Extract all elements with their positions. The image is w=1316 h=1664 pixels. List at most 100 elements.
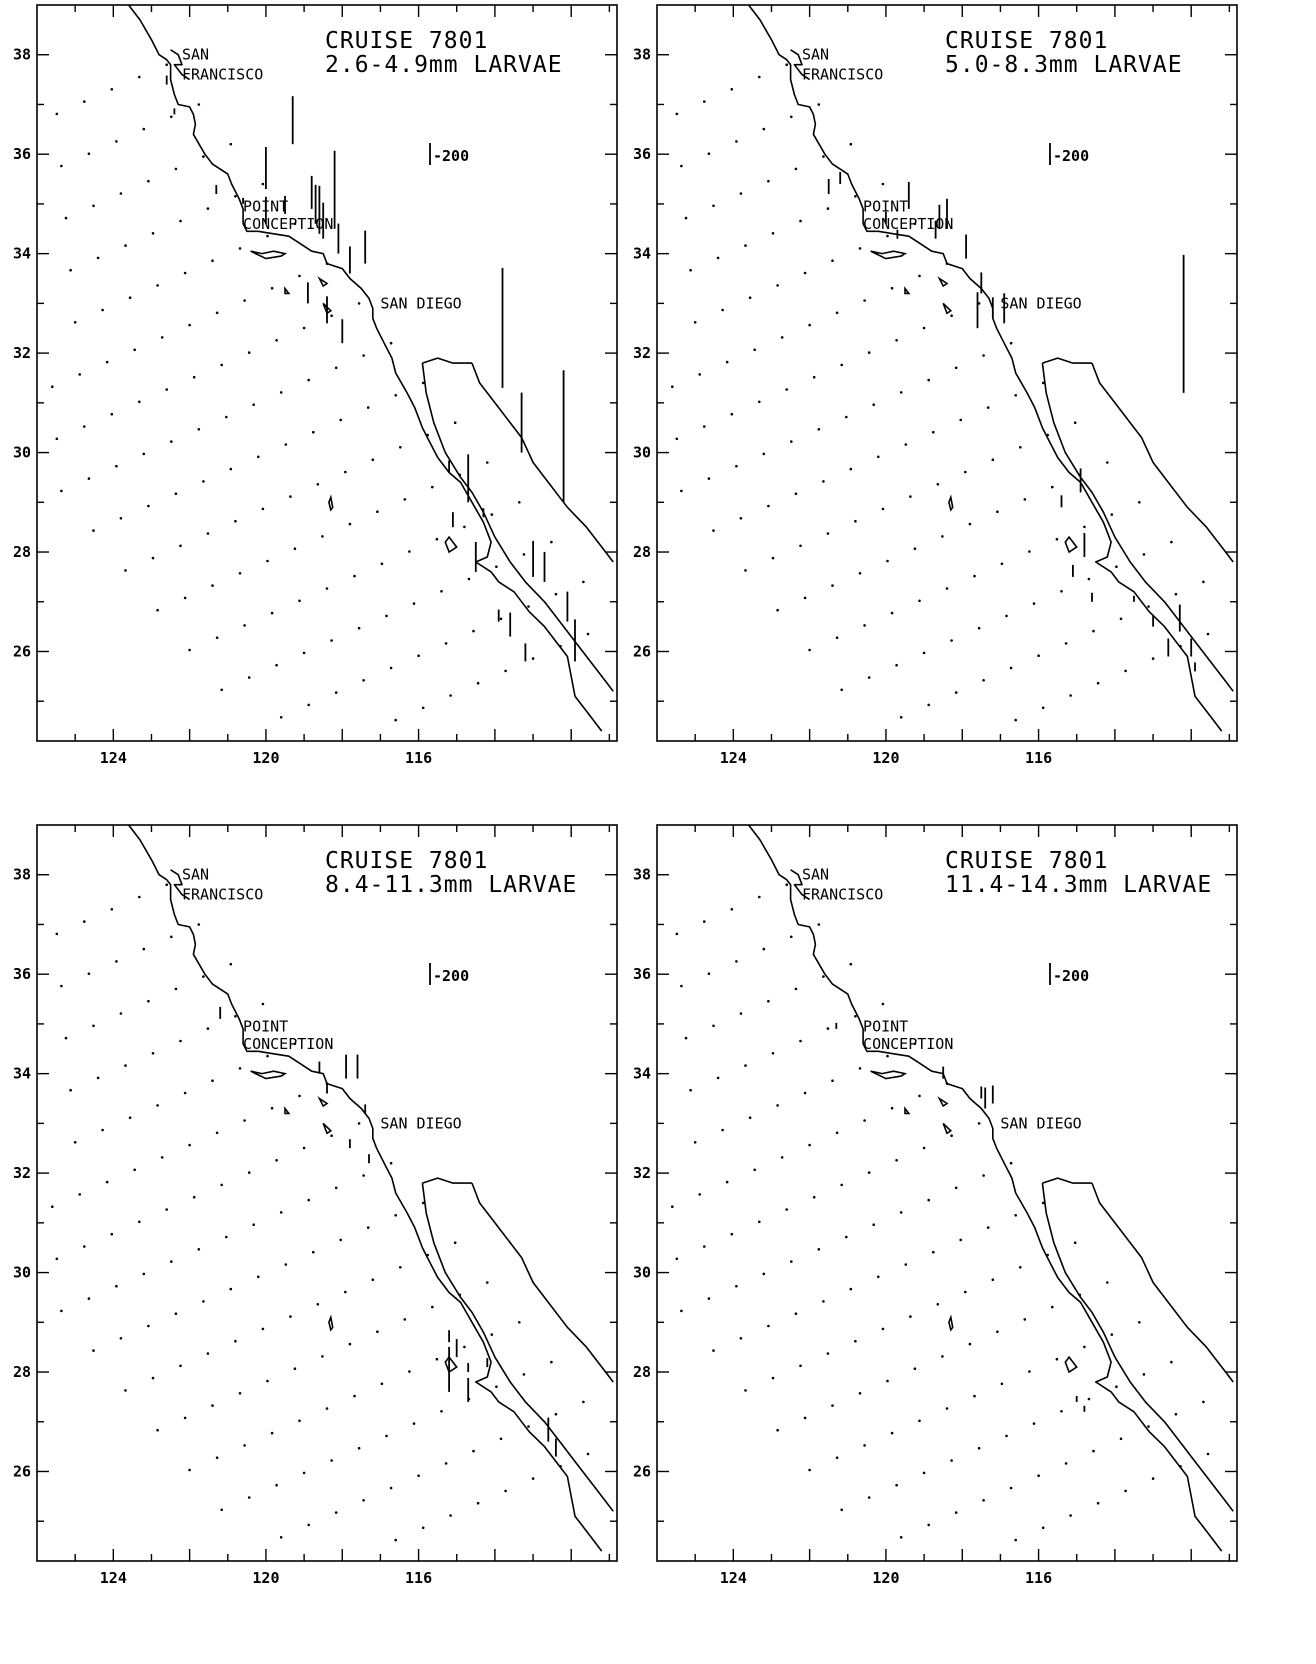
station-point: [284, 443, 288, 446]
station-point: [279, 391, 283, 394]
station-point: [1005, 1434, 1008, 1438]
station-point: [362, 1499, 365, 1502]
station-point: [330, 314, 333, 318]
station-point: [1170, 540, 1173, 544]
station-point: [707, 152, 711, 155]
station-point: [421, 1526, 425, 1530]
station-point: [877, 455, 880, 459]
station-point: [527, 1425, 530, 1428]
lon-tick-label: 120: [872, 1569, 899, 1587]
station-point: [712, 204, 715, 208]
lat-tick-label: 36: [13, 145, 31, 163]
station-point: [698, 1193, 701, 1196]
station-point: [334, 366, 338, 370]
station-point: [730, 412, 734, 416]
station-point: [115, 960, 118, 963]
station-point: [586, 632, 590, 636]
station-point: [215, 1456, 219, 1459]
station-point: [83, 100, 86, 103]
station-point: [119, 1012, 123, 1015]
station-point: [73, 321, 77, 324]
station-point: [762, 452, 766, 456]
station-point: [394, 394, 398, 397]
station-point: [394, 1538, 398, 1542]
station-point: [179, 1039, 182, 1043]
station-point: [449, 1514, 452, 1517]
station-point: [1179, 1465, 1182, 1468]
station-point: [110, 412, 114, 416]
station-point: [101, 308, 104, 312]
station-point: [394, 718, 398, 722]
station-point: [183, 1416, 187, 1420]
station-point: [831, 1079, 834, 1082]
station-point: [160, 336, 164, 339]
station-point: [1092, 629, 1095, 633]
scale-bar-label: -200: [433, 967, 469, 985]
place-label-san-francisco-2: FRANCISCO: [802, 886, 883, 904]
station-point: [458, 1293, 462, 1297]
station-point: [996, 1330, 999, 1333]
station-point: [812, 1195, 816, 1199]
station-point: [463, 1345, 466, 1349]
station-point: [835, 311, 839, 315]
island-1: [937, 1096, 949, 1108]
station-point: [412, 1422, 416, 1425]
station-point: [1032, 602, 1036, 605]
station-point: [261, 182, 265, 186]
station-point: [312, 430, 315, 434]
station-point: [105, 360, 109, 364]
station-point: [840, 1183, 843, 1187]
island-2: [942, 1122, 953, 1135]
station-point: [1019, 1266, 1022, 1269]
station-point: [927, 1523, 930, 1527]
place-label-point-conception-1: POINT: [243, 1017, 288, 1035]
station-point: [586, 1452, 590, 1456]
station-point: [945, 262, 949, 265]
station-point: [881, 182, 885, 186]
station-point: [1110, 1333, 1114, 1336]
station-point: [849, 467, 853, 471]
station-point: [881, 1327, 885, 1331]
station-point: [119, 517, 123, 520]
station-point: [234, 1339, 237, 1343]
station-point: [238, 1392, 242, 1395]
station-point: [858, 247, 862, 250]
station-point: [954, 691, 958, 694]
station-point: [192, 1195, 196, 1199]
station-point: [243, 299, 246, 302]
station-point: [959, 418, 962, 422]
station-point: [518, 1321, 521, 1324]
station-point: [693, 1141, 697, 1144]
place-label-san-francisco-1: SAN: [802, 46, 829, 64]
station-point: [1014, 1538, 1017, 1542]
station-point: [794, 167, 798, 171]
scale-bar-label: -200: [1053, 967, 1089, 985]
station-point: [334, 1186, 338, 1190]
station-point: [60, 489, 63, 493]
place-label-point-conception-1: POINT: [863, 197, 908, 215]
station-point: [1119, 1437, 1123, 1441]
station-point: [1073, 1241, 1077, 1244]
station-point: [977, 1446, 981, 1450]
station-point: [124, 1064, 127, 1067]
coastline: [127, 4, 614, 732]
lon-tick-label: 120: [252, 749, 279, 767]
station-point: [867, 1496, 871, 1499]
station-point: [945, 1407, 949, 1410]
station-point: [758, 895, 761, 899]
map-panel-4: 38 36 34 32 30 28 26 124 120 116 SAN FRANCISCO POINT…: [620, 820, 1240, 1620]
gulf-west-shore: [1041, 362, 1234, 692]
station-point: [165, 388, 168, 391]
station-point: [247, 676, 251, 679]
station-point: [247, 1496, 251, 1499]
station-point: [899, 716, 903, 719]
station-point: [476, 681, 480, 685]
station-point: [982, 1499, 985, 1502]
station-point: [142, 947, 146, 951]
place-label-san-francisco-1: SAN: [182, 866, 209, 884]
station-point: [817, 103, 821, 106]
station-point: [293, 1367, 297, 1370]
station-point: [730, 908, 734, 911]
gulf-west-shore: [421, 362, 614, 692]
station-point: [693, 321, 697, 324]
